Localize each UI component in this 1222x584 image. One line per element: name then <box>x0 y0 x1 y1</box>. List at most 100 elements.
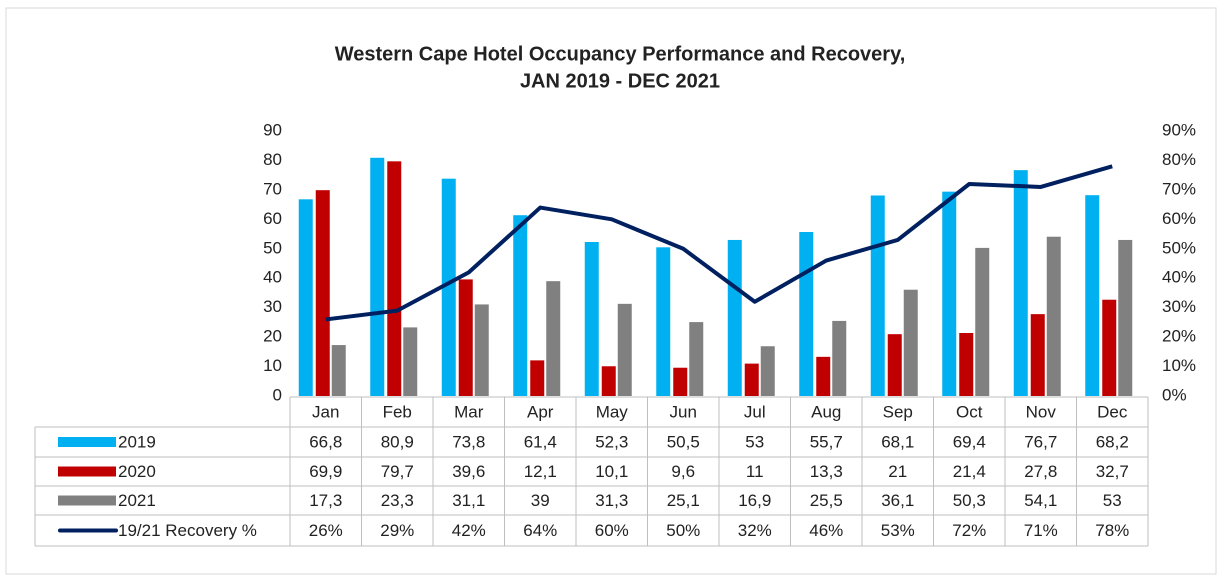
x-tick-label: Apr <box>527 402 554 421</box>
data-label: 16,9 <box>738 491 771 510</box>
bar <box>975 247 990 396</box>
data-label: 42% <box>452 521 486 540</box>
legend-swatch <box>58 495 116 506</box>
data-label: 60% <box>595 521 629 540</box>
legend-swatch <box>58 466 116 477</box>
y-tick-label: 80 <box>263 150 282 169</box>
data-label: 39,6 <box>452 462 485 481</box>
bar <box>760 346 775 396</box>
x-tick-label: Jul <box>744 402 766 421</box>
data-label: 53% <box>881 521 915 540</box>
bar <box>370 157 385 396</box>
y2-tick-label: 20% <box>1162 327 1196 346</box>
bar <box>673 367 688 396</box>
data-label: 52,3 <box>595 432 628 451</box>
data-label: 80,9 <box>381 432 414 451</box>
data-label: 68,2 <box>1096 432 1129 451</box>
data-label: 32% <box>738 521 772 540</box>
data-label: 71% <box>1024 521 1058 540</box>
data-label: 68,1 <box>881 432 914 451</box>
data-label: 21,4 <box>953 462 986 481</box>
bar <box>1118 239 1133 396</box>
bar <box>870 195 885 396</box>
data-label: 13,3 <box>810 462 843 481</box>
x-tick-label: Nov <box>1026 402 1057 421</box>
data-label: 17,3 <box>309 491 342 510</box>
data-label: 29% <box>380 521 414 540</box>
y-tick-label: 0 <box>273 385 282 404</box>
data-label: 32,7 <box>1096 462 1129 481</box>
data-label: 50,5 <box>667 432 700 451</box>
data-label: 69,9 <box>309 462 342 481</box>
x-tick-label: Dec <box>1097 402 1128 421</box>
bar <box>315 190 330 396</box>
data-label: 61,4 <box>524 432 557 451</box>
bar <box>387 161 402 396</box>
data-label: 50% <box>666 521 700 540</box>
legend-swatch <box>58 437 116 447</box>
y2-tick-label: 90% <box>1162 120 1196 139</box>
data-label: 72% <box>952 521 986 540</box>
legend-label: 19/21 Recovery % <box>118 521 257 540</box>
bar <box>689 322 704 396</box>
y2-tick-label: 80% <box>1162 150 1196 169</box>
bar <box>832 320 847 396</box>
y2-tick-label: 60% <box>1162 209 1196 228</box>
bar <box>887 334 902 396</box>
bar <box>942 191 957 396</box>
legend-label: 2019 <box>118 432 156 451</box>
chart-frame <box>5 7 1217 575</box>
y2-tick-label: 50% <box>1162 238 1196 257</box>
legend-label: 2021 <box>118 491 156 510</box>
bar <box>403 327 418 396</box>
bar <box>656 247 671 396</box>
data-label: 66,8 <box>309 432 342 451</box>
data-label: 53 <box>1103 491 1122 510</box>
line <box>325 164 1113 322</box>
x-tick-label: May <box>596 402 629 421</box>
data-label: 23,3 <box>381 491 414 510</box>
bar <box>1102 299 1117 396</box>
bar <box>513 215 528 396</box>
bar <box>1085 195 1100 396</box>
data-label: 69,4 <box>953 432 986 451</box>
data-label: 21 <box>888 462 907 481</box>
x-tick-label: Jan <box>312 402 339 421</box>
bar <box>727 239 742 396</box>
data-label: 31,3 <box>595 491 628 510</box>
bar <box>959 332 974 396</box>
y2-tick-label: 10% <box>1162 356 1196 375</box>
data-label: 11 <box>746 462 764 481</box>
chart-title: JAN 2019 - DEC 2021 <box>520 70 720 92</box>
y-tick-label: 70 <box>263 179 282 198</box>
y-tick-label: 30 <box>263 297 282 316</box>
bar <box>1030 314 1045 396</box>
bar <box>331 345 346 396</box>
x-tick-label: Oct <box>956 402 983 421</box>
bar <box>816 356 831 396</box>
bar <box>601 366 616 396</box>
data-label: 12,1 <box>524 462 557 481</box>
y-tick-label: 90 <box>263 120 282 139</box>
bar <box>1046 236 1061 396</box>
data-label: 46% <box>809 521 843 540</box>
y2-tick-label: 40% <box>1162 268 1196 287</box>
bar <box>903 289 918 396</box>
bar <box>458 279 473 396</box>
data-label: 25,1 <box>667 491 700 510</box>
y-tick-label: 50 <box>263 238 282 257</box>
data-label: 78% <box>1095 521 1129 540</box>
data-label: 25,5 <box>810 491 843 510</box>
data-label: 36,1 <box>881 491 914 510</box>
bar <box>584 242 599 396</box>
legend-label: 2020 <box>118 462 156 481</box>
y-tick-label: 60 <box>263 209 282 228</box>
data-label: 54,1 <box>1024 491 1057 510</box>
y-tick-label: 20 <box>263 327 282 346</box>
data-label: 79,7 <box>381 462 414 481</box>
data-label: 10,1 <box>595 462 628 481</box>
bar <box>744 363 759 396</box>
bar <box>474 304 489 396</box>
x-tick-label: Jun <box>670 402 697 421</box>
data-label: 39 <box>531 491 550 510</box>
